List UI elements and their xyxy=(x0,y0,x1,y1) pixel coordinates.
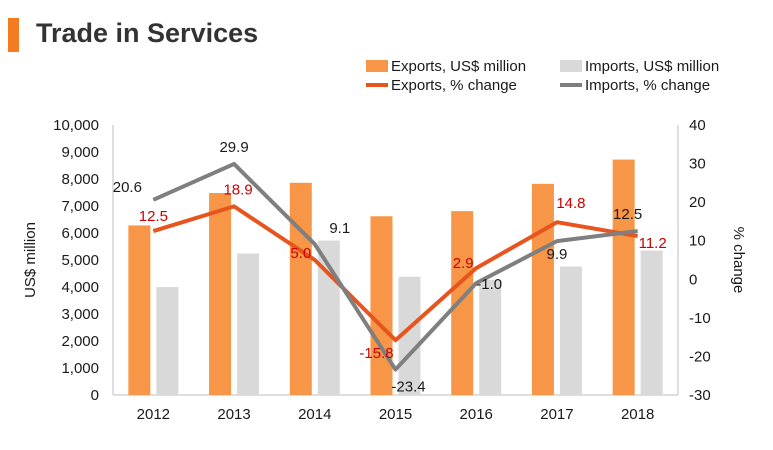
exports-change-label: 5.0 xyxy=(290,245,311,262)
imports-change-label: 20.6 xyxy=(113,179,142,196)
y-tick-label-left: 1,000 xyxy=(61,360,99,377)
imports-change-label: 12.5 xyxy=(613,206,642,223)
y-tick-label-left: 6,000 xyxy=(61,225,99,242)
imports-bar xyxy=(237,253,260,395)
y-axis-title-left: US$ million xyxy=(22,222,39,298)
point-labels: 12.5 18.9 5.0 -15.8 2.9 14.8 11.2 20.6 29.9 9.1 -2… xyxy=(113,139,667,396)
exports-bar xyxy=(612,159,635,395)
imports-change-label: 9.9 xyxy=(546,246,567,263)
y-tick-label-left: 3,000 xyxy=(61,306,99,323)
y-tick-label-right: 20 xyxy=(689,194,706,211)
exports-change-label: -15.8 xyxy=(359,345,393,362)
x-tick-label: 2013 xyxy=(217,406,250,423)
y-tick-label-left: 5,000 xyxy=(61,252,99,269)
exports-change-label: 18.9 xyxy=(223,181,252,198)
y-tick-label-right: -20 xyxy=(689,348,711,365)
imports-bar xyxy=(398,276,421,395)
y-tick-label-right: 40 xyxy=(689,117,706,134)
x-tick-label: 2016 xyxy=(460,406,493,423)
title-accent-bar xyxy=(8,18,19,52)
imports-bar xyxy=(479,279,502,395)
y-tick-label-right: 10 xyxy=(689,233,706,250)
imports-change-line xyxy=(152,161,638,372)
y-tick-label-left: 9,000 xyxy=(61,144,99,161)
legend-label: Exports, US$ million xyxy=(391,58,526,75)
exports-change-label: 2.9 xyxy=(453,255,474,272)
exports-change-label: 12.5 xyxy=(139,208,168,225)
imports-bar xyxy=(640,250,663,395)
y-tick-label-left: 7,000 xyxy=(61,198,99,215)
exports-bar xyxy=(209,193,232,395)
legend-swatch xyxy=(560,60,582,72)
imports-change-label: -1.0 xyxy=(476,276,502,293)
x-tick-label: 2012 xyxy=(137,406,170,423)
legend-label: Exports, % change xyxy=(391,77,517,94)
y-tick-label-left: 2,000 xyxy=(61,333,99,350)
exports-bar xyxy=(370,216,393,395)
y-tick-label-left: 10,000 xyxy=(53,117,99,134)
exports-bar xyxy=(531,183,554,395)
lines xyxy=(152,161,638,372)
legend-label: Imports, US$ million xyxy=(585,58,719,75)
page-title: Trade in Services xyxy=(36,18,259,48)
y-tick-label-right: 30 xyxy=(689,156,706,173)
legend-label: Imports, % change xyxy=(585,77,710,94)
exports-bar xyxy=(289,182,312,395)
legend: Exports, US$ million Imports, US$ million… xyxy=(366,58,719,94)
exports-change-line xyxy=(152,204,638,343)
imports-change-label: -23.4 xyxy=(391,379,425,396)
x-tick-label: 2018 xyxy=(621,406,654,423)
legend-swatch xyxy=(366,60,388,72)
y-tick-label-left: 0 xyxy=(91,387,99,404)
exports-bar xyxy=(451,211,474,395)
imports-bar xyxy=(156,287,179,395)
x-tick-label: 2015 xyxy=(379,406,412,423)
x-tick-label: 2017 xyxy=(540,406,573,423)
exports-change-label: 14.8 xyxy=(556,195,585,212)
y-tick-label-right: -30 xyxy=(689,387,711,404)
y-tick-label-right: 0 xyxy=(689,271,697,288)
exports-change-label: 11.2 xyxy=(639,235,667,252)
y-axis-title-right: % change xyxy=(730,227,747,294)
axes: 0 1,000 2,000 3,000 4,000 5,000 6,000 7,000 8,00… xyxy=(22,117,747,423)
y-tick-label-left: 4,000 xyxy=(61,279,99,296)
y-tick-label-left: 8,000 xyxy=(61,171,99,188)
imports-change-label: 9.1 xyxy=(329,220,350,237)
imports-bar xyxy=(559,266,582,395)
exports-bar xyxy=(128,225,151,395)
y-tick-label-right: -10 xyxy=(689,310,711,327)
imports-change-label: 29.9 xyxy=(219,139,248,156)
x-tick-label: 2014 xyxy=(298,406,331,423)
